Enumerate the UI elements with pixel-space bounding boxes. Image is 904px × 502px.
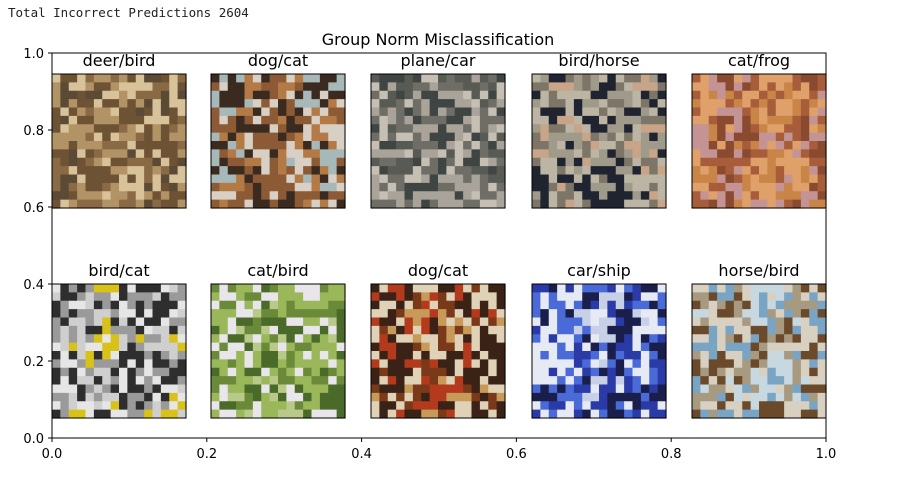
y-tick-label: 0.2 — [23, 355, 44, 370]
image-label: plane/car — [401, 51, 476, 70]
y-tick-label: 0.8 — [23, 124, 44, 139]
misclassified-image: horse/bird — [691, 261, 827, 419]
x-tick-label: 0.2 — [196, 447, 217, 462]
y-tick-label: 0.6 — [23, 201, 44, 216]
image-label: bird/horse — [558, 51, 639, 70]
console-output: Total Incorrect Predictions 2604 — [8, 5, 249, 20]
image-label: deer/bird — [83, 51, 156, 70]
axes-frame — [51, 52, 827, 439]
misclassified-image: car/ship — [531, 261, 667, 419]
chart-title: Group Norm Misclassification — [322, 30, 555, 49]
y-tick-label: 1.0 — [23, 47, 44, 62]
image-label: dog/cat — [248, 51, 308, 70]
image-grid: deer/bird dog/cat plane/car bird/horse cat/f… — [51, 51, 827, 419]
image-label: horse/bird — [718, 261, 799, 280]
misclassified-image: deer/bird — [51, 51, 187, 209]
misclassified-image: cat/bird — [210, 261, 346, 419]
x-tick-label: 0.6 — [506, 447, 527, 462]
misclassified-image: bird/horse — [531, 51, 667, 209]
image-label: car/ship — [567, 261, 631, 280]
image-label: cat/frog — [728, 51, 790, 70]
misclassified-image: plane/car — [370, 51, 506, 209]
misclassified-image: bird/cat — [51, 261, 187, 419]
image-label: bird/cat — [88, 261, 149, 280]
x-tick-label: 0.8 — [661, 447, 682, 462]
x-tick-label: 1.0 — [816, 447, 837, 462]
y-tick-label: 0.4 — [23, 278, 44, 293]
y-tick-label: 0.0 — [23, 432, 44, 447]
misclassified-image: dog/cat — [210, 51, 346, 209]
x-tick-label: 0.0 — [42, 447, 63, 462]
misclassified-image: cat/frog — [691, 51, 827, 209]
misclassified-image: dog/cat — [370, 261, 506, 419]
image-label: cat/bird — [247, 261, 308, 280]
image-label: dog/cat — [408, 261, 468, 280]
x-tick-label: 0.4 — [351, 447, 372, 462]
axis-ticks: 0.0 0.2 0.4 0.6 0.8 1.0 0.0 0.2 0.4 0.6 0.8 1.0 — [23, 47, 836, 462]
